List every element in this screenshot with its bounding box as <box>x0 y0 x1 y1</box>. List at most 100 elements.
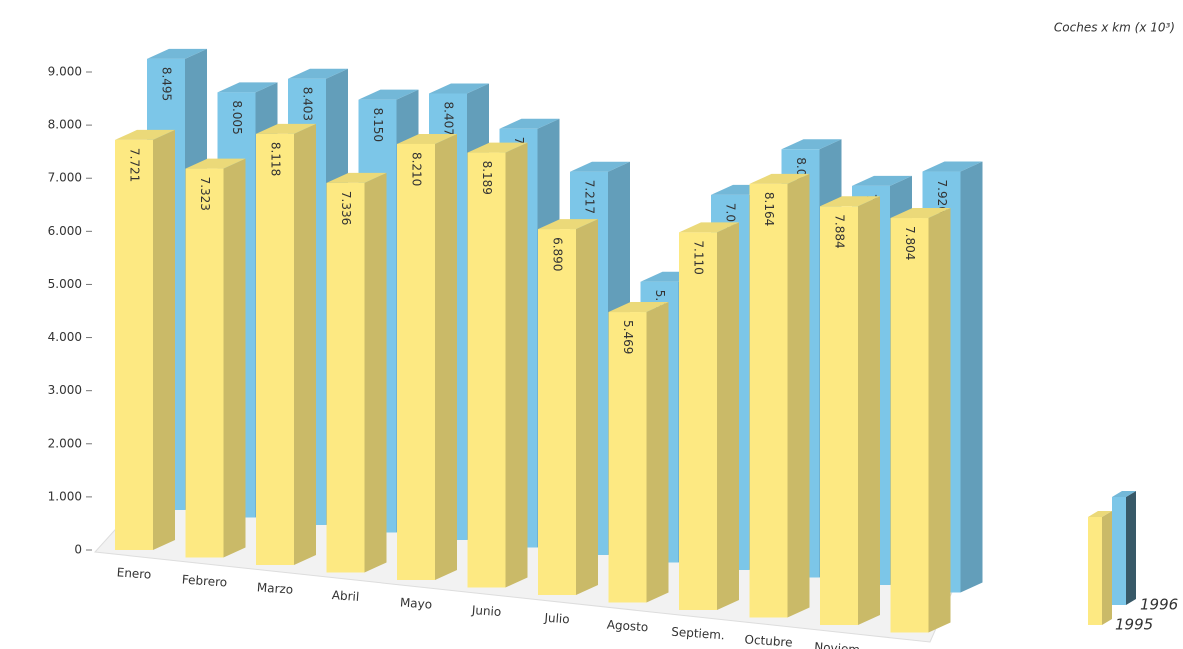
bar-top <box>499 118 560 129</box>
bar-side <box>928 208 951 633</box>
bar-top <box>256 123 316 134</box>
legend-item: 1996 <box>1112 491 1178 614</box>
bar-top <box>890 208 951 219</box>
bar-side <box>294 123 316 566</box>
bar-group: 8.118 <box>256 123 316 566</box>
bar-top <box>749 173 810 184</box>
bar-top <box>781 139 842 150</box>
x-tick-label: Febrero <box>181 572 227 589</box>
legend-item: 1995 <box>1088 511 1153 634</box>
bar-top <box>608 302 669 313</box>
x-tick-label: Septiem. <box>671 625 725 643</box>
bar-side <box>576 219 598 595</box>
bar-group: 8.189 <box>467 142 528 588</box>
value-label: 7.110 <box>692 240 706 274</box>
bar-top <box>326 172 387 183</box>
legend-swatch-top <box>1088 511 1112 517</box>
bar <box>538 229 576 595</box>
bar-top <box>852 175 912 186</box>
bar-top <box>185 158 246 169</box>
bar-side <box>153 129 175 550</box>
bar-side <box>223 158 246 558</box>
legend-swatch-side <box>1126 491 1136 605</box>
bar-group: 7.721 <box>115 129 175 550</box>
y-tick-label: 1.000 <box>48 489 82 503</box>
bar-group: 6.890 <box>538 219 598 595</box>
bar <box>608 312 647 603</box>
bar-top <box>358 89 419 100</box>
y-tick-label: 5.000 <box>48 277 82 291</box>
y-tick-label: 3.000 <box>48 383 82 397</box>
value-label: 8.150 <box>371 108 385 142</box>
value-label: 7.336 <box>339 191 353 225</box>
bar-side <box>364 172 387 573</box>
value-label: 7.884 <box>833 214 847 248</box>
legend-label: 1996 <box>1140 596 1178 614</box>
x-tick-label: Mayo <box>400 595 433 611</box>
bar <box>115 139 153 550</box>
x-tick-label: Junio <box>470 603 501 619</box>
bar-top <box>147 48 207 59</box>
legend-swatch-side <box>1102 511 1112 625</box>
x-tick-label: Julio <box>543 611 570 627</box>
bar <box>749 183 788 618</box>
bar-group: 7.323 <box>185 158 246 558</box>
bar-top <box>538 219 598 230</box>
value-label: 8.495 <box>160 67 174 101</box>
bar <box>820 206 858 625</box>
bar <box>679 232 717 610</box>
value-label: 8.189 <box>480 161 494 195</box>
x-tick-label: Agosto <box>606 618 648 635</box>
value-label: 8.005 <box>230 100 244 134</box>
bar <box>185 168 224 558</box>
x-tick-label: Marzo <box>256 580 293 596</box>
value-label: 7.323 <box>198 177 212 211</box>
value-label: 7.721 <box>128 148 142 182</box>
bar-side <box>960 161 983 593</box>
bar-group: 7.884 <box>820 196 880 625</box>
bar-top <box>288 68 348 79</box>
y-tick-label: 7.000 <box>48 171 82 185</box>
value-label: 8.118 <box>269 142 283 176</box>
legend-swatch-top <box>1112 491 1136 497</box>
bar-top <box>820 196 880 207</box>
bar-top <box>922 161 983 172</box>
y-tick-label: 6.000 <box>48 224 82 238</box>
bar-group: 5.469 <box>608 302 669 603</box>
bar-top <box>429 83 489 94</box>
bar <box>397 143 435 581</box>
value-label: 6.890 <box>551 237 565 271</box>
value-label: 8.407 <box>442 101 456 135</box>
value-label: 5.469 <box>621 320 635 354</box>
value-label: 8.164 <box>762 192 776 226</box>
value-label: 8.403 <box>301 87 315 121</box>
x-tick-label: Enero <box>116 565 151 581</box>
y-tick-label: 4.000 <box>48 330 82 344</box>
bar-side <box>787 173 810 618</box>
y-tick-label: 0 <box>74 543 82 557</box>
x-tick-label: Noviem. <box>814 640 864 649</box>
bar-side <box>646 302 669 603</box>
bar <box>326 182 365 573</box>
legend-swatch <box>1112 497 1126 605</box>
bar-top <box>467 142 528 153</box>
bar-group: 8.164 <box>749 173 810 618</box>
bar-top <box>217 82 278 93</box>
x-tick-label: Abril <box>331 588 359 604</box>
bar-group: 7.336 <box>326 172 387 573</box>
bar-group: 8.210 <box>397 133 457 581</box>
y-tick-label: 8.000 <box>48 118 82 132</box>
value-label: 7.926 <box>935 180 949 214</box>
bar-top <box>115 129 175 140</box>
bar-side <box>717 222 739 610</box>
bar-side <box>858 196 880 625</box>
value-label: 7.804 <box>903 226 917 260</box>
bar-top <box>570 161 630 172</box>
x-tick-label: Octubre <box>744 632 793 649</box>
bar-side <box>435 133 457 581</box>
bar-group: 7.110 <box>679 222 739 610</box>
bar <box>890 218 929 633</box>
legend-label: 1995 <box>1115 616 1153 634</box>
bar-top <box>679 222 739 233</box>
bar <box>256 133 294 565</box>
